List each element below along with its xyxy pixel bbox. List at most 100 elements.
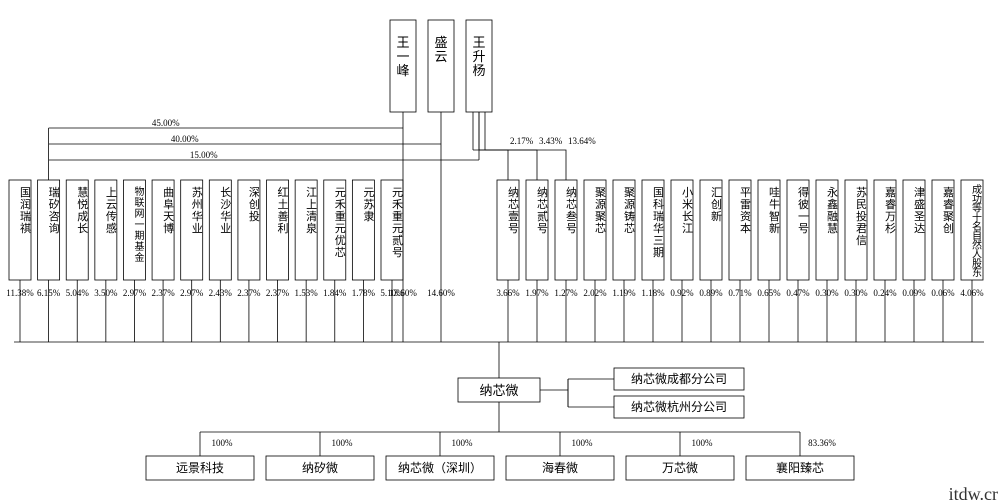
shareholder-right-9-ch: 智	[769, 209, 780, 223]
sub-pct-5: 83.36%	[808, 438, 836, 448]
sub-pct-0: 100%	[212, 438, 234, 448]
shareholder-left-10-ch: 江	[306, 186, 317, 199]
shareholder-right-1-ch: 芯	[537, 197, 548, 211]
shareholder-right-11-ch: 融	[827, 210, 838, 223]
shareholder-left-4-ch: 一	[134, 220, 144, 231]
shareholder-left-13-ch: 元	[392, 223, 403, 235]
svg-text:一: 一	[396, 49, 409, 64]
shareholder-right-8-ch: 资	[740, 210, 751, 223]
shareholder-left-5-ch: 博	[163, 222, 174, 235]
shareholder-left-11-ch: 元	[335, 223, 346, 235]
shareholder-right-9-ch: 新	[769, 221, 780, 235]
shareholder-left-5-ch: 曲	[163, 186, 174, 199]
shareholder-right-5-ch: 科	[653, 197, 664, 211]
shareholder-left-4-ch: 基	[134, 240, 144, 253]
shareholder-left-11-ch: 重	[335, 209, 346, 223]
wsy-route	[473, 150, 508, 180]
shareholder-right-10-ch: 号	[798, 222, 809, 235]
shareholder-right-13-ch: 睿	[885, 197, 896, 211]
wsy-pct-2: 3.43%	[539, 136, 563, 146]
shareholder-left-4-ch: 网	[134, 208, 144, 220]
shareholder-left-4-ch: 期	[134, 230, 144, 242]
shareholder-right-11-ch: 鑫	[827, 197, 838, 211]
owner-left-pct: 15.00%	[190, 150, 218, 160]
shareholder-right-15-ch: 聚	[943, 210, 954, 223]
shareholder-left-11-ch: 元	[335, 187, 346, 199]
shareholder-right-15-ch: 睿	[943, 197, 954, 211]
shareholder-right-2-ch: 纳	[566, 186, 577, 199]
shareholder-left-13-ch: 号	[392, 246, 403, 259]
shareholder-left-0-ch: 润	[20, 197, 31, 211]
top-owner-label: 王升杨	[472, 35, 485, 78]
shareholder-right-5-ch: 瑞	[653, 209, 664, 223]
shareholder-left-12-ch: 苏	[363, 198, 374, 211]
shareholder-right-8-ch: 本	[740, 221, 751, 235]
shareholder-left-4-ch: 联	[134, 197, 144, 209]
shareholder-right-8-ch: 平	[740, 187, 751, 199]
shareholder-left-3-ch: 感	[106, 222, 117, 235]
sub-label-1: 纳矽微	[302, 460, 338, 475]
watermark-text: itdw.cr	[949, 484, 998, 504]
shareholder-right-4-ch: 聚	[624, 186, 635, 199]
shareholder-left-2-ch: 悦	[77, 197, 88, 211]
shareholder-right-5-ch: 华	[653, 221, 664, 235]
shareholder-right-12-ch: 信	[856, 234, 867, 247]
shareholder-right-1-ch: 号	[537, 222, 548, 235]
shareholder-left-10-ch: 清	[306, 210, 317, 223]
shareholder-left-0-ch: 瑞	[20, 209, 31, 223]
shareholder-right-14-ch: 达	[914, 222, 925, 235]
shareholder-left-3-ch: 传	[106, 210, 117, 223]
shareholder-right-0-ch: 纳	[508, 186, 519, 199]
shareholder-left-12-ch: 元	[363, 187, 374, 199]
shareholder-left-1-ch: 咨	[49, 209, 60, 223]
company-label: 纳芯微	[479, 383, 518, 398]
shareholder-left-11-ch: 禾	[335, 198, 346, 211]
svg-text:杨: 杨	[472, 63, 485, 78]
branch-label-0: 纳芯微成都分公司	[631, 372, 727, 386]
svg-text:升: 升	[472, 49, 485, 64]
top-owner-label: 盛云	[434, 35, 447, 64]
shareholder-left-5-ch: 天	[163, 211, 174, 223]
shareholder-right-3-ch: 聚	[595, 210, 606, 223]
shareholder-right-0-ch: 壹	[508, 210, 519, 223]
shareholder-right-9-ch: 哇	[769, 186, 780, 199]
shareholder-right-12-ch: 苏	[856, 186, 867, 199]
shareholder-right-5-ch: 国	[653, 186, 664, 199]
shareholder-right-7-ch: 新	[711, 209, 722, 223]
shareholder-left-11-ch: 优	[335, 234, 346, 247]
top-owner-box	[428, 20, 454, 112]
shareholder-right-1-ch: 贰	[537, 209, 548, 223]
shareholder-right-12-ch: 投	[856, 209, 867, 223]
shareholder-left-9-ch: 红	[278, 186, 289, 199]
shareholder-left-4-ch: 金	[134, 251, 144, 264]
shareholder-left-8-ch: 创	[249, 198, 260, 211]
shareholder-right-0-ch: 号	[508, 222, 519, 235]
shareholder-left-0-ch: 国	[20, 186, 31, 199]
shareholder-left-5-ch: 阜	[163, 198, 174, 211]
shareholder-left-8-ch: 投	[249, 209, 260, 223]
shareholder-right-3-ch: 源	[595, 197, 606, 211]
shareholder-right-10-ch: 得	[798, 186, 809, 199]
shareholder-left-2-ch: 成	[77, 210, 88, 223]
shareholder-left-7-ch: 华	[220, 209, 231, 223]
shareholder-left-3-ch: 云	[106, 199, 117, 211]
shareholder-right-5-ch: 三	[653, 235, 664, 247]
svg-text:王: 王	[472, 35, 485, 50]
shareholder-left-8-ch: 深	[249, 186, 260, 199]
svg-text:峰: 峰	[396, 63, 409, 78]
shareholder-left-6-ch: 华	[192, 209, 203, 223]
shareholder-right-13-ch: 嘉	[885, 185, 896, 199]
sub-label-5: 襄阳臻芯	[776, 460, 824, 475]
svg-text:云: 云	[434, 49, 447, 64]
shareholder-left-10-ch: 泉	[306, 221, 317, 235]
shareholder-right-4-ch: 铸	[624, 209, 635, 223]
shareholder-right-8-ch: 雷	[740, 198, 751, 211]
shareholder-left-13-ch: 禾	[392, 198, 403, 211]
shareholder-left-13-ch: 重	[392, 209, 403, 223]
shareholder-left-7-ch: 长	[220, 186, 231, 199]
sub-label-4: 万芯微	[662, 461, 698, 475]
shareholder-right-10-ch: 彼	[798, 198, 809, 211]
shareholder-right-4-ch: 源	[624, 197, 635, 211]
shareholder-left-4-ch: 物	[134, 185, 144, 198]
shareholder-right-10-ch: 一	[798, 211, 809, 223]
